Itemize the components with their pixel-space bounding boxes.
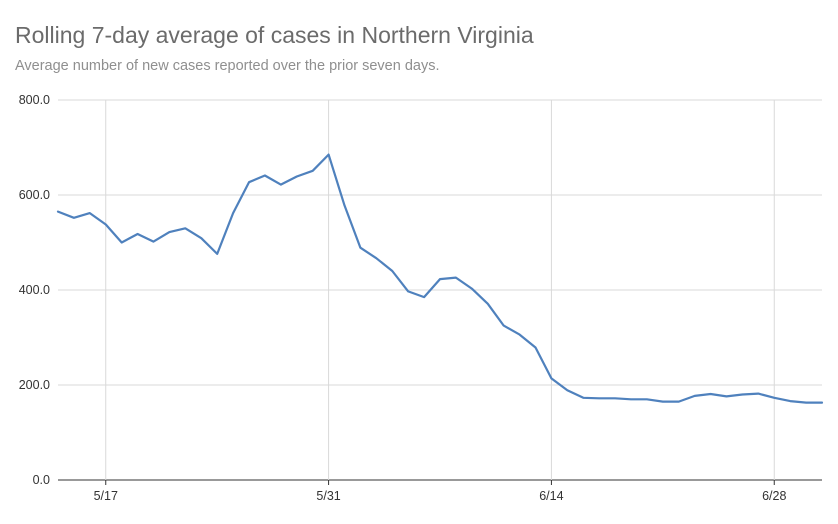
x-tick-label: 6/14	[539, 489, 563, 503]
y-tick-label: 800.0	[19, 93, 50, 107]
y-tick-label: 600.0	[19, 188, 50, 202]
y-tick-label: 0.0	[33, 473, 50, 487]
chart-title: Rolling 7-day average of cases in Northe…	[15, 22, 534, 48]
y-tick-label: 200.0	[19, 378, 50, 392]
x-tick-label: 5/17	[94, 489, 118, 503]
x-tick-label: 5/31	[316, 489, 340, 503]
x-tick-label: 6/28	[762, 489, 786, 503]
chart-subtitle: Average number of new cases reported ove…	[15, 58, 440, 74]
y-tick-label: 400.0	[19, 283, 50, 297]
series-line	[56, 153, 824, 404]
